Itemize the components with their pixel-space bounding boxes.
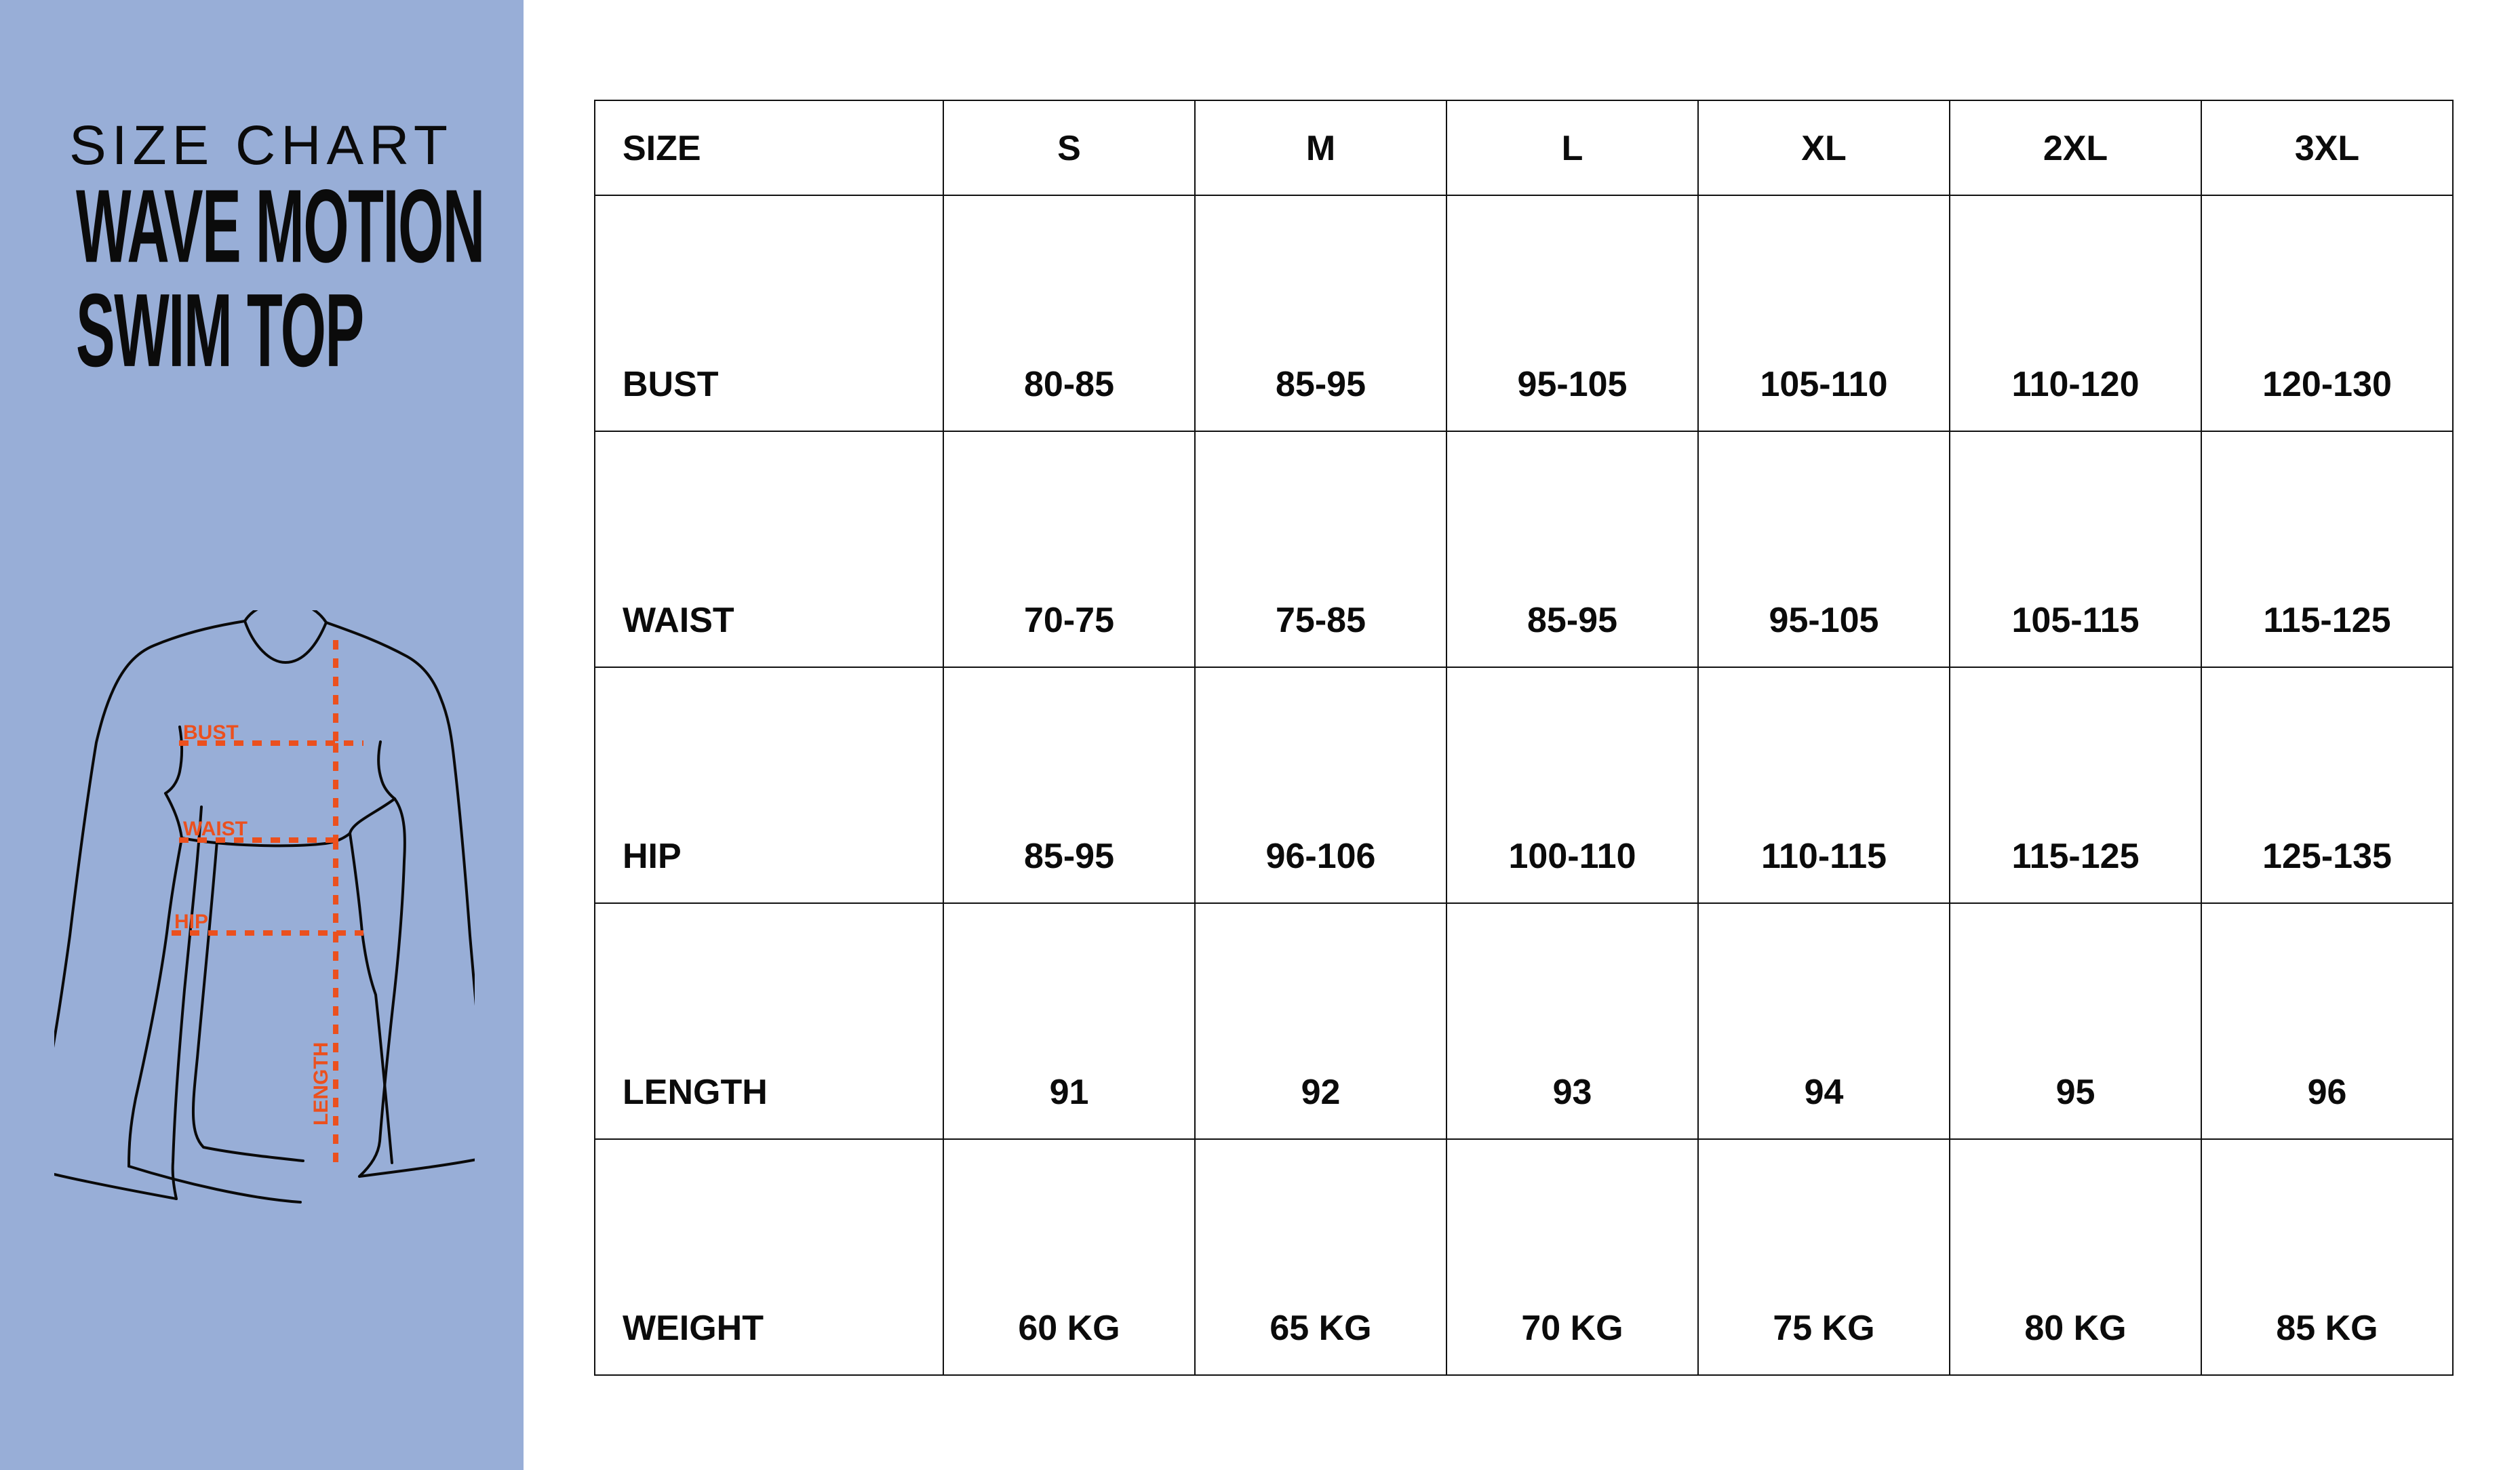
svg-text:WAIST: WAIST — [183, 818, 248, 840]
svg-text:HIP: HIP — [174, 911, 208, 933]
svg-text:LENGTH: LENGTH — [310, 1042, 332, 1126]
svg-text:BUST: BUST — [183, 721, 239, 744]
